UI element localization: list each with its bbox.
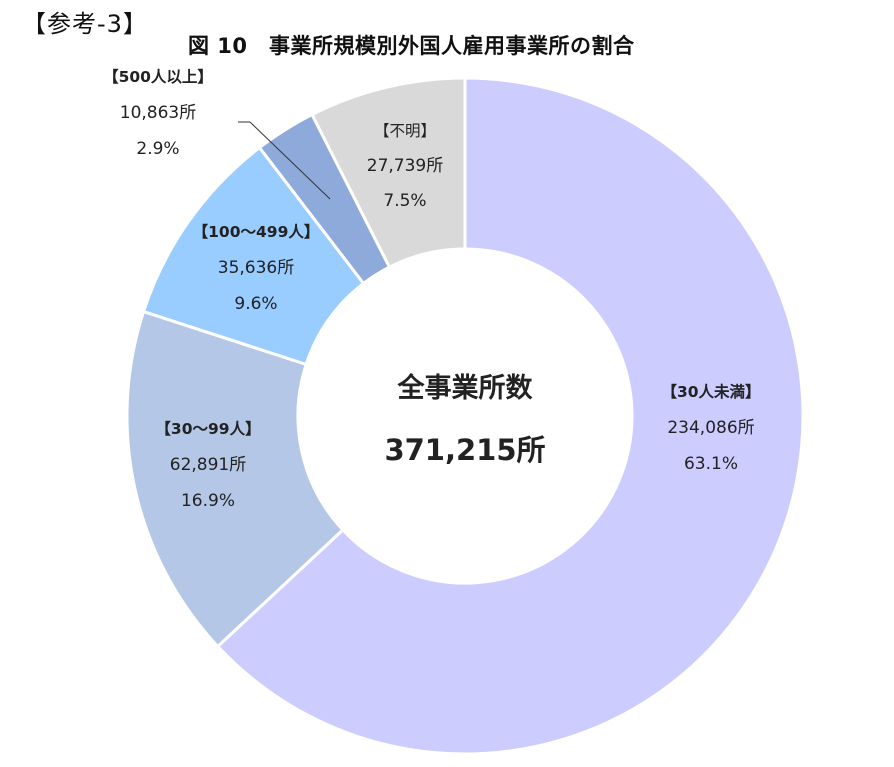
center-total-value: 371,215所 bbox=[384, 433, 546, 467]
slice-under-30 bbox=[215, 76, 805, 756]
slice-unknown bbox=[310, 76, 467, 270]
data-label-100-499: 【100～499人】 35,636所 9.6% bbox=[192, 223, 320, 314]
chart-title: 図 10 事業所規模別外国人雇用事業所の割合 bbox=[188, 34, 635, 58]
data-label-under-30: 【30人未満】 234,086所 63.1% bbox=[661, 383, 761, 474]
data-label-30-99: 【30～99人】 62,891所 16.9% bbox=[155, 420, 261, 511]
center-total: 全事業所数 371,215所 bbox=[384, 366, 545, 469]
data-label-unknown: 【不明】 27,739所 7.5% bbox=[366, 122, 444, 211]
reference-label: 【参考-3】 bbox=[22, 10, 148, 38]
slice-30-99 bbox=[125, 309, 345, 649]
data-label-500-plus: 【500人以上】 10,863所 2.9% bbox=[103, 68, 213, 159]
center-label: 全事業所数 bbox=[397, 373, 533, 404]
leader-line-500-plus-diag bbox=[249, 121, 331, 200]
